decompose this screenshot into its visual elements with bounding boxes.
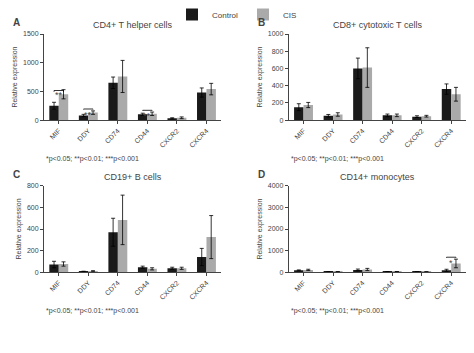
- svg-text:DDY: DDY: [76, 279, 92, 295]
- svg-text:*p<0.05; **p<0.01; ***p<0.001: *p<0.05; **p<0.01; ***p<0.001: [46, 155, 139, 163]
- svg-text:D: D: [258, 169, 265, 180]
- svg-text:0: 0: [279, 269, 283, 276]
- svg-text:1000: 1000: [268, 247, 284, 254]
- svg-text:**: **: [84, 110, 92, 120]
- svg-text:Relative expression: Relative expression: [256, 198, 264, 259]
- svg-text:CD44: CD44: [378, 127, 396, 145]
- svg-text:200: 200: [272, 99, 284, 106]
- svg-text:CD74: CD74: [348, 279, 366, 297]
- svg-text:0: 0: [279, 117, 283, 124]
- svg-text:MIF: MIF: [48, 279, 61, 292]
- svg-text:*: *: [449, 258, 453, 268]
- svg-text:MIF: MIF: [293, 279, 306, 292]
- svg-text:500: 500: [27, 88, 39, 95]
- svg-text:DDY: DDY: [321, 127, 337, 143]
- svg-text:600: 600: [272, 65, 284, 72]
- svg-text:*p<0.05; **p<0.01; ***p<0.001: *p<0.05; **p<0.01; ***p<0.001: [46, 307, 139, 315]
- svg-text:CD14+ monocytes: CD14+ monocytes: [340, 172, 415, 182]
- svg-text:CXCR2: CXCR2: [403, 279, 425, 301]
- svg-text:CD74: CD74: [103, 127, 121, 145]
- svg-text:A: A: [13, 17, 20, 28]
- svg-text:CXCR2: CXCR2: [403, 127, 425, 149]
- svg-text:CD44: CD44: [133, 127, 151, 145]
- svg-text:*p<0.05; **p<0.01; ***p<0.001: *p<0.05; **p<0.01; ***p<0.001: [291, 307, 384, 315]
- svg-text:4000: 4000: [268, 182, 284, 189]
- svg-text:CXCR4: CXCR4: [188, 127, 210, 149]
- svg-text:CD74: CD74: [103, 279, 121, 297]
- svg-text:0: 0: [35, 269, 39, 276]
- svg-text:Relative expression: Relative expression: [15, 198, 23, 259]
- svg-text:**: **: [55, 90, 63, 100]
- svg-text:800: 800: [27, 182, 39, 189]
- svg-text:1000: 1000: [23, 59, 39, 66]
- svg-text:Relative expression: Relative expression: [11, 46, 19, 107]
- svg-text:**: **: [143, 111, 151, 121]
- svg-text:CD19+ B cells: CD19+ B cells: [104, 172, 162, 182]
- svg-text:CXCR2: CXCR2: [158, 127, 180, 149]
- svg-text:1500: 1500: [23, 30, 39, 37]
- svg-text:600: 600: [27, 204, 39, 211]
- svg-text:0: 0: [35, 117, 39, 124]
- svg-text:MIF: MIF: [293, 127, 306, 140]
- svg-text:1000: 1000: [268, 30, 284, 37]
- svg-text:CD8+ cytotoxic T cells: CD8+ cytotoxic T cells: [333, 20, 422, 30]
- svg-text:CXCR2: CXCR2: [158, 279, 180, 301]
- svg-text:800: 800: [272, 48, 284, 55]
- svg-text:400: 400: [272, 82, 284, 89]
- svg-text:CD44: CD44: [133, 279, 151, 297]
- svg-text:3000: 3000: [268, 204, 284, 211]
- svg-text:CXCR4: CXCR4: [433, 127, 455, 149]
- svg-text:CD44: CD44: [378, 279, 396, 297]
- svg-text:Control: Control: [212, 11, 238, 20]
- svg-text:CD4+ T helper cells: CD4+ T helper cells: [93, 20, 172, 30]
- svg-text:CXCR4: CXCR4: [433, 279, 455, 301]
- svg-text:400: 400: [27, 225, 39, 232]
- svg-text:C: C: [13, 169, 20, 180]
- svg-text:CD74: CD74: [348, 127, 366, 145]
- svg-text:CXCR4: CXCR4: [188, 279, 210, 301]
- svg-text:Relative expression: Relative expression: [256, 46, 264, 107]
- svg-text:*p<0.05; **p<0.01; ***p<0.001: *p<0.05; **p<0.01; ***p<0.001: [291, 155, 384, 163]
- svg-text:DDY: DDY: [76, 127, 92, 143]
- svg-text:CIS: CIS: [283, 11, 296, 20]
- svg-text:200: 200: [27, 247, 39, 254]
- svg-text:DDY: DDY: [321, 279, 337, 295]
- svg-text:2000: 2000: [268, 225, 284, 232]
- svg-text:B: B: [258, 17, 265, 28]
- svg-text:MIF: MIF: [48, 127, 61, 140]
